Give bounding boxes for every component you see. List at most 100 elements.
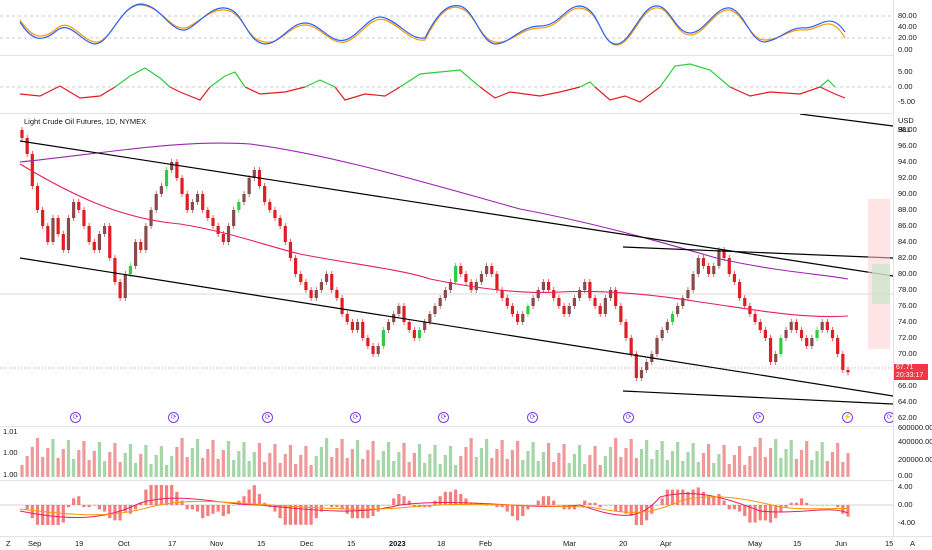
macd-bar [603, 505, 607, 506]
volume-bar [443, 455, 447, 477]
candle [500, 290, 504, 298]
candle [495, 274, 499, 290]
macd-bar [505, 505, 509, 512]
candle [175, 162, 179, 178]
event-marker-icon[interactable]: ⟳ [168, 412, 179, 423]
volume-bar [402, 443, 406, 477]
volume-bar [681, 461, 685, 477]
price-tick: 96.00 [898, 141, 917, 150]
volume-bar [557, 453, 561, 477]
price-tick: 94.00 [898, 157, 917, 166]
x-tick: Mar [563, 539, 576, 548]
price-tick: 84.00 [898, 237, 917, 246]
volume-bar [335, 448, 339, 477]
volume-bar [479, 448, 484, 477]
candle [479, 274, 484, 282]
volume-bar [299, 455, 303, 477]
trendline-lower [19, 257, 893, 397]
volume-bar [758, 438, 762, 477]
macd-bar [521, 505, 525, 516]
stochastic-plot [0, 3, 893, 46]
event-marker-icon[interactable]: ⟳ [623, 412, 634, 423]
candle [454, 266, 458, 282]
price-pane[interactable]: Light Crude Oil Futures, 1D, NYMEX [0, 114, 932, 426]
event-marker-icon[interactable]: ⟳ [262, 412, 273, 423]
auto-scale-icon[interactable]: A [910, 539, 916, 548]
event-marker-icon[interactable]: ⚡ [842, 412, 853, 423]
candle [433, 306, 437, 314]
macd-bar [722, 500, 726, 505]
candle [820, 322, 824, 330]
macd-bar [593, 502, 597, 505]
macd-bar [768, 505, 773, 523]
event-marker-icon[interactable]: ⟳ [350, 412, 361, 423]
event-marker-icon[interactable]: ⟳ [70, 412, 81, 423]
candle [381, 330, 385, 346]
volume-bar [768, 448, 773, 477]
volume-bar [820, 442, 824, 477]
volume-bar [283, 454, 287, 477]
macd-bar [639, 505, 644, 525]
candle [237, 202, 241, 210]
candle [154, 194, 158, 210]
macd-bar [696, 487, 700, 505]
volume-bar [763, 457, 767, 477]
macd-bar [149, 485, 153, 505]
volume-bar [92, 451, 96, 477]
candle [810, 338, 814, 346]
macd-bar [624, 505, 628, 514]
candle [371, 346, 375, 354]
stoch-tick: 20.00 [898, 33, 917, 42]
macd-bar [650, 505, 654, 514]
event-marker-icon[interactable]: ⟳ [438, 412, 449, 423]
price-tick: 64.00 [898, 397, 917, 406]
macd-bar [459, 494, 463, 505]
volume-bar [118, 462, 122, 477]
candle [170, 162, 174, 170]
candle [428, 314, 432, 322]
volume-bar [634, 458, 638, 477]
macd-bar [691, 489, 695, 505]
candle [696, 258, 700, 274]
x-tick: 20 [619, 539, 628, 548]
candle [87, 226, 91, 242]
event-marker-icon[interactable]: ⟳ [527, 412, 538, 423]
candle [324, 274, 329, 282]
macd-bar [340, 505, 344, 510]
macd-bar [299, 505, 303, 525]
volume-bar [645, 440, 649, 477]
price-axis[interactable] [893, 0, 932, 536]
volume-bar [195, 439, 200, 477]
macd-tick: -4.00 [898, 518, 916, 527]
volume-bar [56, 458, 60, 477]
candle [655, 338, 659, 354]
volume-bar [371, 441, 375, 477]
macd-bar [103, 505, 107, 512]
volume-bar [614, 438, 618, 477]
volume-bar [252, 452, 256, 477]
volume-bar [650, 459, 654, 477]
price-plot[interactable] [0, 114, 893, 426]
volume-bar [676, 442, 680, 477]
candle [72, 202, 76, 218]
z-icon[interactable]: Z [6, 539, 11, 548]
macd-bar [87, 505, 91, 508]
candle [30, 154, 34, 186]
macd-bar [164, 485, 169, 505]
candle [232, 210, 236, 226]
volume-bar [608, 447, 613, 477]
candle [830, 330, 835, 338]
candle [505, 298, 509, 306]
volume-bar [717, 454, 721, 477]
vol-tick: 200000.00 [898, 455, 932, 464]
volume-bar [748, 456, 752, 477]
candle [386, 322, 391, 330]
x-tick: Dec [300, 539, 314, 548]
volume-bar [381, 451, 385, 477]
volume-bar [500, 440, 504, 477]
macd-bar [288, 505, 293, 525]
candle [521, 314, 525, 322]
event-marker-icon[interactable]: ⟳ [753, 412, 764, 423]
candle [598, 306, 602, 314]
price-tick: 80.00 [898, 269, 917, 278]
